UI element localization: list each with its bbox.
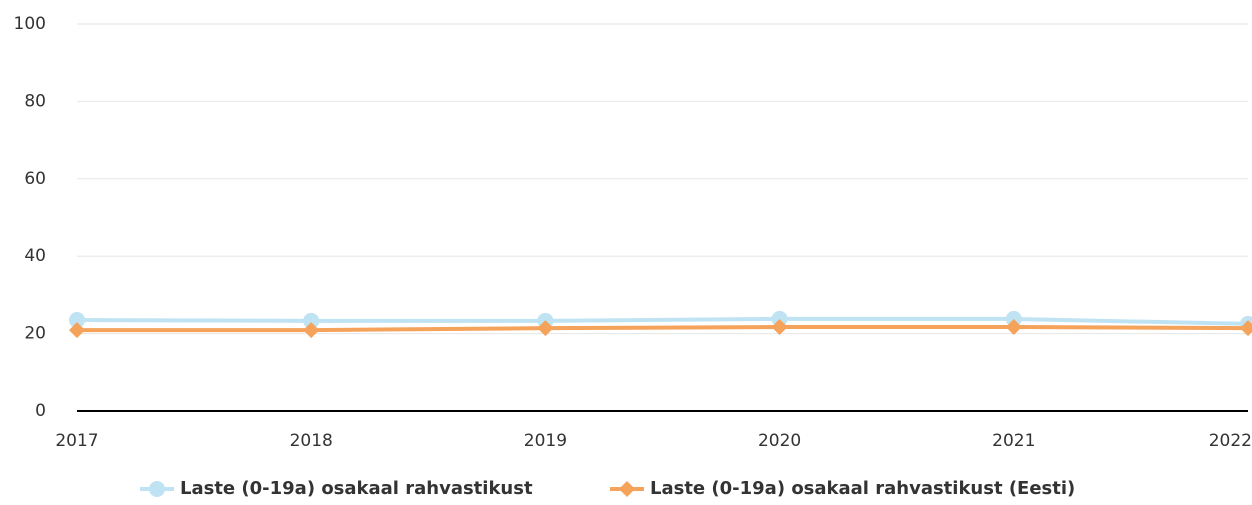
legend-marker [619, 481, 635, 497]
y-tick-label: 80 [24, 91, 46, 111]
y-tick-label: 100 [14, 14, 46, 34]
point [303, 312, 320, 329]
legend-marker [149, 481, 165, 497]
y-tick-label: 0 [35, 401, 46, 421]
legend-label: Laste (0-19a) osakaal rahvastikust [180, 478, 533, 499]
point [1005, 310, 1022, 327]
x-tick-label: 2017 [55, 431, 98, 451]
series-line [76, 316, 1249, 326]
point [69, 322, 85, 339]
y-tick-label: 60 [24, 169, 46, 189]
point [771, 319, 788, 336]
x-tick-label: 2019 [524, 431, 567, 451]
x-tick-label: 2018 [290, 431, 333, 451]
point [303, 322, 320, 339]
x-tick-label: 2020 [758, 431, 801, 451]
point [69, 312, 85, 329]
point [771, 310, 788, 327]
y-tick-label: 20 [24, 324, 46, 344]
point [1240, 320, 1252, 337]
series-line [77, 325, 1249, 333]
legend-label: Laste (0-19a) osakaal rahvastikust (Eest… [650, 478, 1075, 499]
point [537, 320, 554, 337]
x-tick-label: 2021 [992, 431, 1035, 451]
x-tick-label: 2022 [1209, 431, 1252, 451]
y-tick-label: 40 [24, 246, 46, 266]
point [1005, 319, 1022, 336]
